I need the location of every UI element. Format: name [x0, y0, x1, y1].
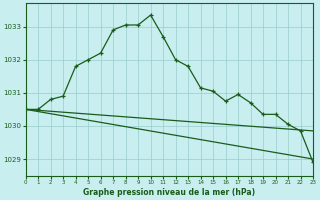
- X-axis label: Graphe pression niveau de la mer (hPa): Graphe pression niveau de la mer (hPa): [83, 188, 255, 197]
